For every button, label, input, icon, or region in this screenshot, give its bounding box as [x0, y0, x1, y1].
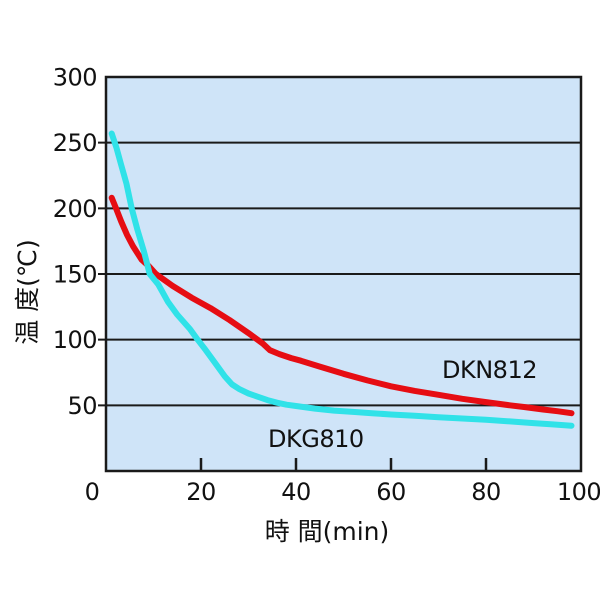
y-axis-title: 温 度(℃)	[13, 239, 42, 345]
y-tick-label: 100	[53, 326, 97, 354]
y-tick-label: 250	[53, 129, 97, 157]
plot-area: 300 250 200 150 100 50 0 20 40 60 80 100	[53, 64, 600, 507]
y-tick-label: 300	[53, 64, 97, 92]
x-axis-title: 時 間(min)	[265, 517, 390, 546]
series-label-dkn812: DKN812	[442, 356, 537, 384]
y-tick-label: 50	[67, 392, 97, 420]
series-line-dkn812	[108, 194, 575, 417]
x-tick-label: 80	[471, 478, 501, 506]
x-tick-label: 40	[281, 478, 311, 506]
x-tick-label: 0	[85, 478, 100, 506]
y-tick-label: 200	[53, 195, 97, 223]
x-tick-label: 100	[557, 478, 600, 506]
x-tick-label: 60	[376, 478, 406, 506]
y-tick-label: 150	[53, 261, 97, 289]
x-tick-label: 20	[186, 478, 216, 506]
series-label-dkg810: DKG810	[268, 425, 364, 453]
series-line-dkg810	[108, 130, 575, 429]
plot-border	[104, 75, 583, 473]
